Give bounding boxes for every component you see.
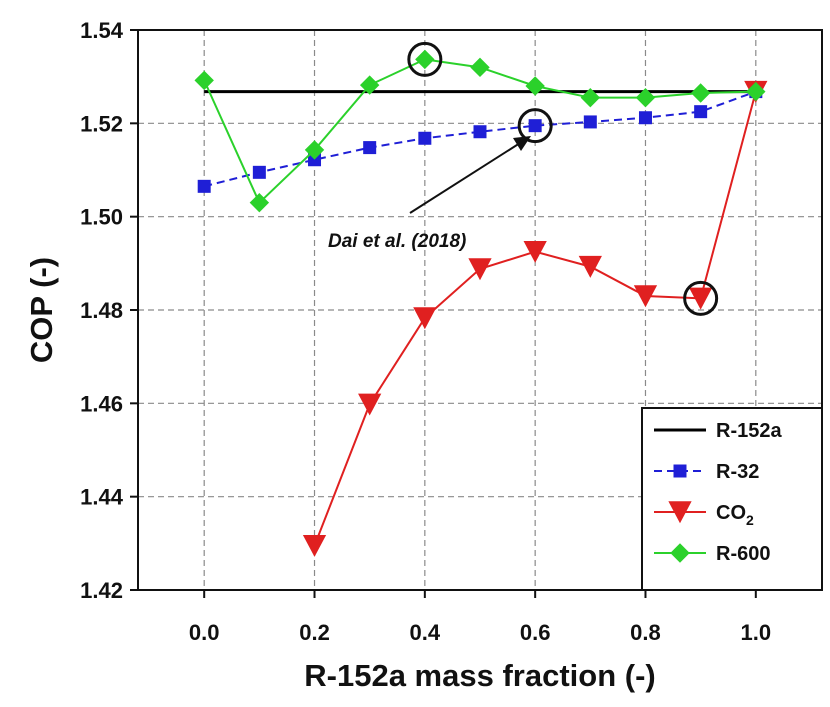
point-co2	[689, 287, 713, 310]
point-r-600	[470, 57, 490, 78]
point-r-32	[197, 179, 211, 193]
y-tick-label: 1.46	[80, 391, 123, 416]
point-co2	[468, 258, 492, 281]
highlight-layer	[407, 41, 719, 316]
point-r-32	[638, 111, 652, 125]
point-co2	[578, 255, 602, 278]
x-tick-label: 0.2	[299, 620, 330, 645]
highlight-circle	[407, 41, 443, 77]
point-r-600	[690, 83, 711, 103]
y-tick-label: 1.54	[80, 18, 124, 43]
series-layer	[194, 49, 768, 557]
point-r-32	[528, 119, 542, 133]
point-r-600	[525, 76, 545, 96]
point-r-32	[694, 105, 708, 119]
legend-label-subscript: 2	[746, 512, 754, 528]
point-r-32	[363, 141, 377, 155]
x-axis-title: R-152a mass fraction (-)	[304, 658, 655, 693]
point-co2	[523, 240, 547, 263]
point-r-600	[304, 140, 325, 160]
point-r-600	[580, 87, 601, 108]
point-r-600	[194, 70, 214, 91]
point-r-32	[252, 165, 266, 179]
highlight-circle	[683, 280, 719, 316]
legend-marker-r-32	[673, 464, 687, 478]
highlight-circle	[517, 108, 553, 144]
legend-label-r-152a: R-152a	[716, 420, 782, 442]
point-co2	[633, 285, 658, 308]
annotation-text: Dai et al. (2018)	[328, 231, 466, 252]
y-tick-label: 1.52	[80, 111, 123, 136]
y-tick-label: 1.42	[80, 578, 123, 603]
legend-box	[641, 407, 823, 591]
legend-marker-r-600	[670, 543, 690, 563]
point-co2	[358, 393, 382, 416]
ticks-layer	[130, 29, 757, 598]
legend-label-r-32: R-32	[716, 461, 759, 483]
point-r-32	[473, 125, 487, 139]
series-line-r-32	[203, 90, 757, 188]
y-tick-label: 1.48	[80, 298, 123, 323]
legend-label-r-600: R-600	[716, 543, 770, 565]
x-tick-label: 0.0	[189, 620, 220, 645]
y-tick-label: 1.44	[80, 485, 124, 510]
x-tick-label: 0.4	[410, 620, 441, 645]
y-tick-label: 1.50	[80, 205, 123, 230]
point-co2	[302, 534, 327, 557]
point-r-600	[359, 75, 380, 95]
tick-label-layer: 0.0 0.2 0.4 0.6 0.8 1.0 1.42 1.44 1.46 1.48 1.50 1.…	[80, 18, 771, 645]
y-axis-title: COP (-)	[24, 257, 59, 363]
annotation-arrow-line	[409, 142, 521, 214]
point-r-600	[746, 81, 766, 102]
point-r-600	[249, 192, 270, 213]
point-r-32	[583, 115, 597, 129]
x-tick-label: 1.0	[741, 620, 772, 645]
x-tick-label: 0.8	[630, 620, 661, 645]
point-co2	[413, 307, 437, 330]
point-r-32	[418, 131, 432, 145]
point-r-600	[635, 87, 656, 108]
point-r-600	[415, 49, 435, 70]
annotation-arrow-head	[513, 136, 531, 151]
legend-marker-co2	[668, 501, 692, 524]
x-tick-label: 0.6	[520, 620, 551, 645]
